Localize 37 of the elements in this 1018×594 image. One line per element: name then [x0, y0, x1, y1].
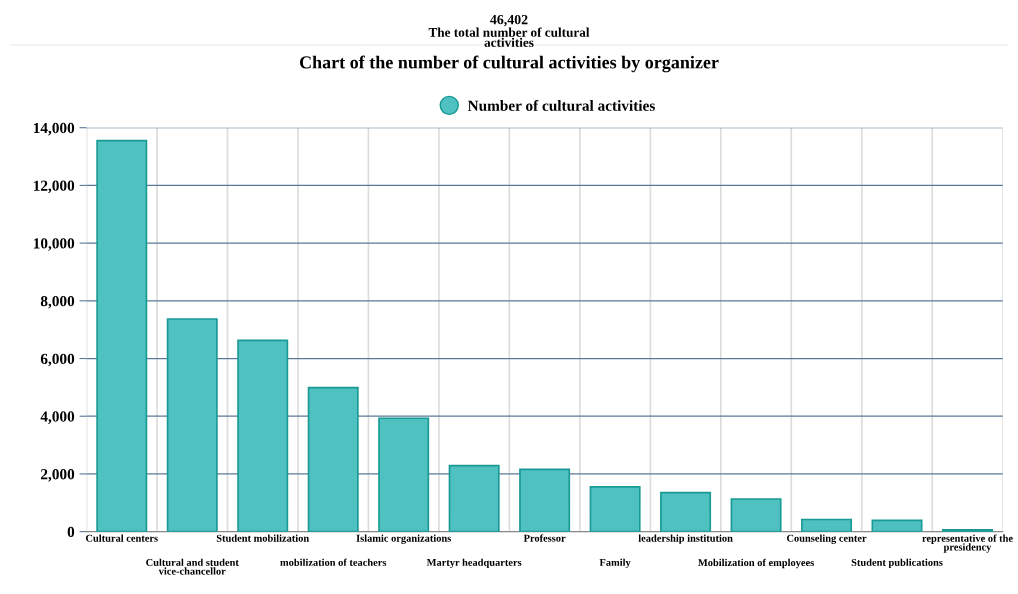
- chart-title: Chart of the number of cultural activities by organizer: [299, 55, 719, 73]
- bar: [448, 464, 500, 532]
- bar: [660, 491, 712, 532]
- x-tick-label: Cultural centers: [85, 534, 158, 542]
- bar: [378, 417, 430, 532]
- x-tick-label: Professor: [523, 534, 566, 542]
- x-tick-label: Student mobilization: [216, 534, 310, 542]
- text: 46,402: [490, 14, 528, 27]
- x-tick-label: mobilization of teachers: [280, 558, 387, 566]
- y-tick-label: 6,000: [40, 353, 75, 367]
- x-tick-label: Martyr headquarters: [426, 558, 522, 569]
- legend-label: Number of cultural activities: [467, 99, 655, 111]
- bar: [730, 498, 782, 532]
- x-tick-label: leadership institution: [638, 534, 733, 544]
- x-tick-label: representative of the presidency: [922, 534, 1013, 553]
- bar: [237, 339, 289, 532]
- x-tick-label: Counseling center: [786, 534, 867, 544]
- x-tick-label: Cultural and student vice-chancellor: [146, 558, 239, 575]
- x-tick-label: Student publications: [851, 558, 943, 569]
- bar: [96, 139, 148, 532]
- y-tick-label: 0: [67, 526, 75, 538]
- y-tick-label: 4,000: [40, 411, 75, 424]
- y-tick-label: 12,000: [33, 180, 75, 194]
- bar: [801, 518, 853, 532]
- y-tick-label: 14,000: [33, 122, 75, 136]
- y-tick-label: 8,000: [40, 295, 75, 309]
- x-tick-label: Islamic organizations: [356, 534, 452, 544]
- x-tick-label: Family: [599, 558, 631, 569]
- y-tick-label: 2,000: [40, 469, 75, 482]
- y-tick-label: 10,000: [33, 238, 75, 251]
- bar: [871, 519, 923, 532]
- x-tick-label: Mobilization of employees: [698, 558, 814, 569]
- bar: [166, 318, 218, 532]
- text: The total number of cultural activities: [428, 27, 590, 47]
- bar: [519, 468, 571, 532]
- bar: [307, 386, 359, 532]
- bar: [589, 486, 641, 532]
